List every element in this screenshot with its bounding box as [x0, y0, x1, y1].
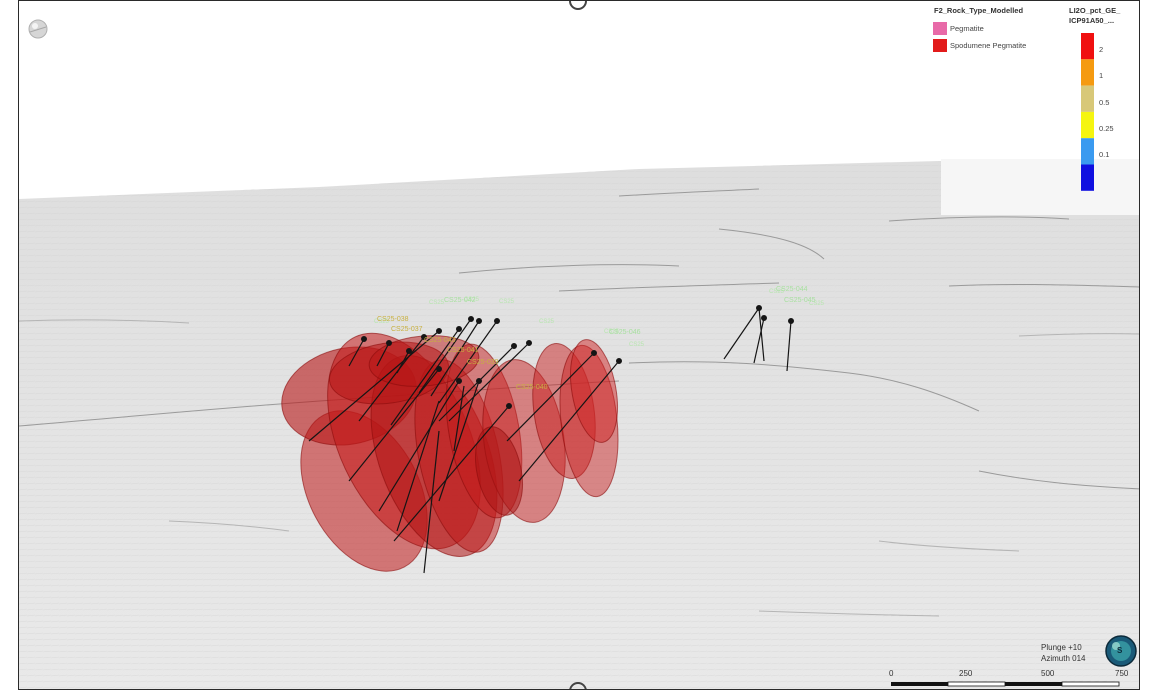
scale-tick-500: 500	[1041, 669, 1055, 678]
grade-legend-bar	[1081, 33, 1094, 191]
drillhole-label[interactable]: CS25-039	[467, 359, 499, 366]
pegmatite-swatch	[933, 22, 947, 35]
grade-bin	[1081, 33, 1094, 60]
terrain-panel-white	[941, 159, 1139, 215]
svg-text:CS25: CS25	[499, 299, 515, 305]
grade-label-0-5: 0.5	[1099, 98, 1110, 107]
view-top-handle[interactable]	[569, 1, 587, 10]
plunge-readout: Plunge +10	[1041, 643, 1082, 652]
pegmatite-bodies[interactable]	[273, 309, 625, 592]
drillhole-label[interactable]: CS25-037	[391, 326, 423, 333]
faint-collar-labels: CS25 CS25 CS25 CS25 CS25 CS25 CS25 CS25 …	[374, 289, 825, 348]
orientation-ball-icon[interactable]	[28, 19, 48, 39]
drillhole-label[interactable]: CS25-046	[609, 329, 641, 336]
drillhole-label[interactable]: CS25-038	[377, 316, 409, 323]
svg-text:CS25: CS25	[629, 342, 645, 348]
scale-tick-0: 0	[889, 669, 894, 678]
grade-label-1: 1	[1099, 71, 1104, 80]
drillhole-label[interactable]: CS25-040	[516, 384, 548, 391]
compass-globe-icon[interactable]	[1105, 635, 1137, 667]
drillhole-label[interactable]: CS25-042	[444, 297, 476, 304]
scale-tick-250: 250	[959, 669, 973, 678]
azimuth-readout: Azimuth 014	[1041, 654, 1086, 663]
svg-text:CS25: CS25	[464, 297, 480, 303]
viewport-3d[interactable]: CS25 CS25 CS25 CS25 CS25 CS25 CS25 CS25 …	[18, 0, 1140, 690]
svg-text:CS25: CS25	[374, 319, 390, 325]
grade-bin	[1081, 164, 1094, 191]
scale-bar	[891, 681, 1120, 687]
drillhole-label[interactable]: CS25-045	[784, 297, 816, 304]
drillhole-label[interactable]: CS25-041	[447, 347, 479, 354]
view-bottom-handle[interactable]	[569, 682, 587, 690]
grade-label-0-1: 0.1	[1099, 150, 1110, 159]
svg-text:CS25: CS25	[769, 289, 785, 295]
drillhole-label[interactable]: CS25-044	[776, 286, 808, 293]
drillhole-label[interactable]: CS25-043	[424, 337, 456, 344]
grade-label-0-25: 0.25	[1099, 124, 1114, 133]
scale-tick-750: 750	[1115, 669, 1129, 678]
grade-legend-title-1: LI2O_pct_GE_	[1069, 6, 1121, 15]
svg-text:CS25: CS25	[539, 319, 555, 325]
grade-label-2: 2	[1099, 45, 1104, 54]
grade-legend-title-2: ICP91A50_...	[1069, 16, 1115, 25]
grade-bin	[1081, 59, 1094, 86]
legend-item-pegmatite: Pegmatite	[950, 24, 984, 33]
grade-bin	[1081, 138, 1094, 165]
spodumene-pegmatite-swatch	[933, 39, 947, 52]
svg-text:CS25: CS25	[809, 301, 825, 307]
pegmatite-disc[interactable]	[468, 422, 530, 519]
grade-bin	[1081, 85, 1094, 112]
terrain-ridges	[19, 188, 1139, 617]
svg-text:CS25: CS25	[429, 300, 445, 306]
svg-text:CS25: CS25	[604, 329, 620, 335]
compass-letter: S	[1117, 646, 1123, 655]
rock-legend-title: F2_Rock_Type_Modelled	[934, 6, 1024, 15]
drillhole-traces[interactable]	[308, 305, 794, 574]
scene-canvas[interactable]: CS25 CS25 CS25 CS25 CS25 CS25 CS25 CS25 …	[19, 1, 1140, 690]
legend-item-spodumene-pegmatite: Spodumene Pegmatite	[950, 41, 1027, 50]
grade-bin	[1081, 111, 1094, 139]
